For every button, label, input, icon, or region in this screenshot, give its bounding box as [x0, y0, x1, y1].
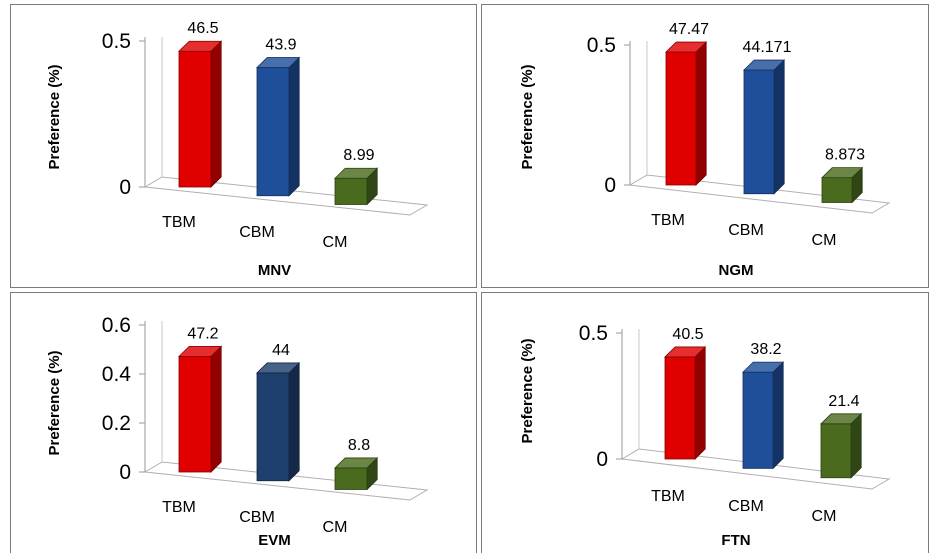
x-tick-label: CM	[812, 508, 837, 525]
bar-cbm	[742, 361, 785, 470]
data-label: 8.873	[825, 147, 865, 164]
data-label: 8.99	[343, 147, 374, 164]
bar-cm	[334, 456, 379, 491]
bar-cbm	[256, 56, 301, 197]
bar-side	[695, 41, 707, 186]
bar-front	[178, 50, 212, 188]
chart-title: NGM	[719, 262, 754, 279]
bar-front	[256, 67, 290, 197]
y-axis-label: Preference (%)	[519, 64, 536, 169]
x-tick-label: TBM	[651, 212, 685, 229]
y-tick-label: 0.2	[102, 412, 131, 435]
bar-front	[334, 467, 368, 490]
bar-front	[821, 177, 853, 203]
chart-title: FTN	[721, 532, 750, 549]
x-tick-label: TBM	[651, 488, 685, 505]
x-tick-label: CBM	[728, 498, 764, 515]
data-label: 44.171	[743, 39, 792, 56]
y-tick-label: 0.5	[587, 34, 616, 57]
bar-front	[743, 69, 775, 195]
y-axis-label: Preference (%)	[46, 350, 63, 455]
y-axis-label: Preference (%)	[519, 338, 536, 443]
y-tick-label: 0.5	[102, 30, 131, 53]
chart-svg-evm: 0 0.2 0.4 0.6 Preference (%) 47.2 TBM 44 CBM 8.8 C…	[46, 314, 429, 549]
x-tick-label: CBM	[239, 509, 275, 526]
bar-top	[742, 361, 785, 373]
bar-cbm	[256, 361, 301, 482]
y-tick-label: 0	[604, 174, 616, 197]
bar-side	[694, 345, 706, 460]
bar-side	[210, 40, 222, 188]
bar-top	[334, 457, 379, 469]
bar-front	[664, 356, 696, 460]
chart-panel-ftn: 0 0.5 Preference (%) 40.5 TBM 38.2 CBM 21.4 CM FT…	[481, 292, 929, 553]
bar-front	[742, 371, 774, 469]
bar-front	[665, 51, 697, 186]
y-tick-label: 0	[596, 448, 608, 471]
bar-top	[178, 40, 223, 52]
chart-svg-mnv: 0 0.5 Preference (%) 46.5 TBM 43.9 CBM 8.99 CM MN…	[46, 20, 429, 279]
bar-side	[850, 412, 862, 479]
x-tick-label: CBM	[239, 224, 275, 241]
x-tick-label: TBM	[162, 499, 196, 516]
bar-side	[210, 345, 222, 473]
bar-top	[664, 346, 707, 358]
bar-cm	[334, 167, 379, 206]
bar-top	[256, 57, 301, 68]
chart-svg-ngm: 0 0.5 Preference (%) 47.47 TBM 44.171 CBM 8.873…	[519, 21, 891, 279]
bar-front	[334, 177, 368, 205]
data-label: 8.8	[348, 437, 370, 454]
bar-side	[773, 59, 785, 195]
bar-side	[288, 56, 300, 197]
chart-panel-ngm: 0 0.5 Preference (%) 47.47 TBM 44.171 CBM 8.873…	[481, 4, 929, 288]
bar-top	[821, 167, 864, 179]
data-label: 46.5	[187, 20, 218, 37]
bar-front	[820, 423, 852, 479]
bar-front	[178, 355, 212, 473]
x-tick-label: TBM	[162, 214, 196, 231]
x-tick-label: CM	[323, 519, 348, 536]
bar-top	[334, 167, 379, 179]
data-label: 47.2	[187, 325, 218, 342]
y-tick-label: 0	[119, 461, 131, 484]
chart-svg-ftn: 0 0.5 Preference (%) 40.5 TBM 38.2 CBM 21.4 CM FT…	[519, 322, 891, 549]
bar-cm	[821, 166, 864, 204]
bar-top	[256, 362, 301, 374]
bar-side	[288, 361, 300, 482]
data-label: 21.4	[828, 393, 859, 410]
bar-top	[178, 345, 223, 357]
y-tick-label: 0.6	[102, 314, 131, 337]
data-label: 47.47	[669, 21, 709, 38]
y-tick-label: 0.4	[102, 363, 132, 386]
x-tick-label: CBM	[728, 222, 764, 239]
bar-tbm	[665, 41, 708, 186]
x-tick-label: CM	[323, 234, 348, 251]
chart-title: EVM	[258, 532, 291, 549]
bar-side	[772, 361, 784, 470]
bar-top	[820, 413, 863, 425]
data-label: 38.2	[750, 341, 781, 358]
bar-cbm	[743, 59, 786, 195]
y-tick-label: 0	[119, 176, 131, 199]
bar-cm	[820, 412, 863, 479]
data-label: 40.5	[672, 326, 703, 343]
chart-panel-evm: 0 0.2 0.4 0.6 Preference (%) 47.2 TBM 44 CBM 8.8 C…	[10, 292, 477, 553]
chart-title: MNV	[258, 262, 291, 279]
bar-tbm	[664, 345, 707, 460]
bar-tbm	[178, 40, 223, 188]
data-label: 44	[272, 342, 290, 359]
data-label: 43.9	[265, 37, 296, 54]
y-tick-label: 0.5	[579, 322, 608, 345]
y-axis-label: Preference (%)	[46, 64, 63, 169]
bar-tbm	[178, 345, 223, 473]
chart-panel-mnv: 0 0.5 Preference (%) 46.5 TBM 43.9 CBM 8.99 CM MN…	[10, 4, 477, 288]
bar-front	[256, 372, 290, 482]
bar-top	[743, 59, 786, 71]
x-tick-label: CM	[812, 232, 837, 249]
bar-top	[665, 41, 708, 53]
